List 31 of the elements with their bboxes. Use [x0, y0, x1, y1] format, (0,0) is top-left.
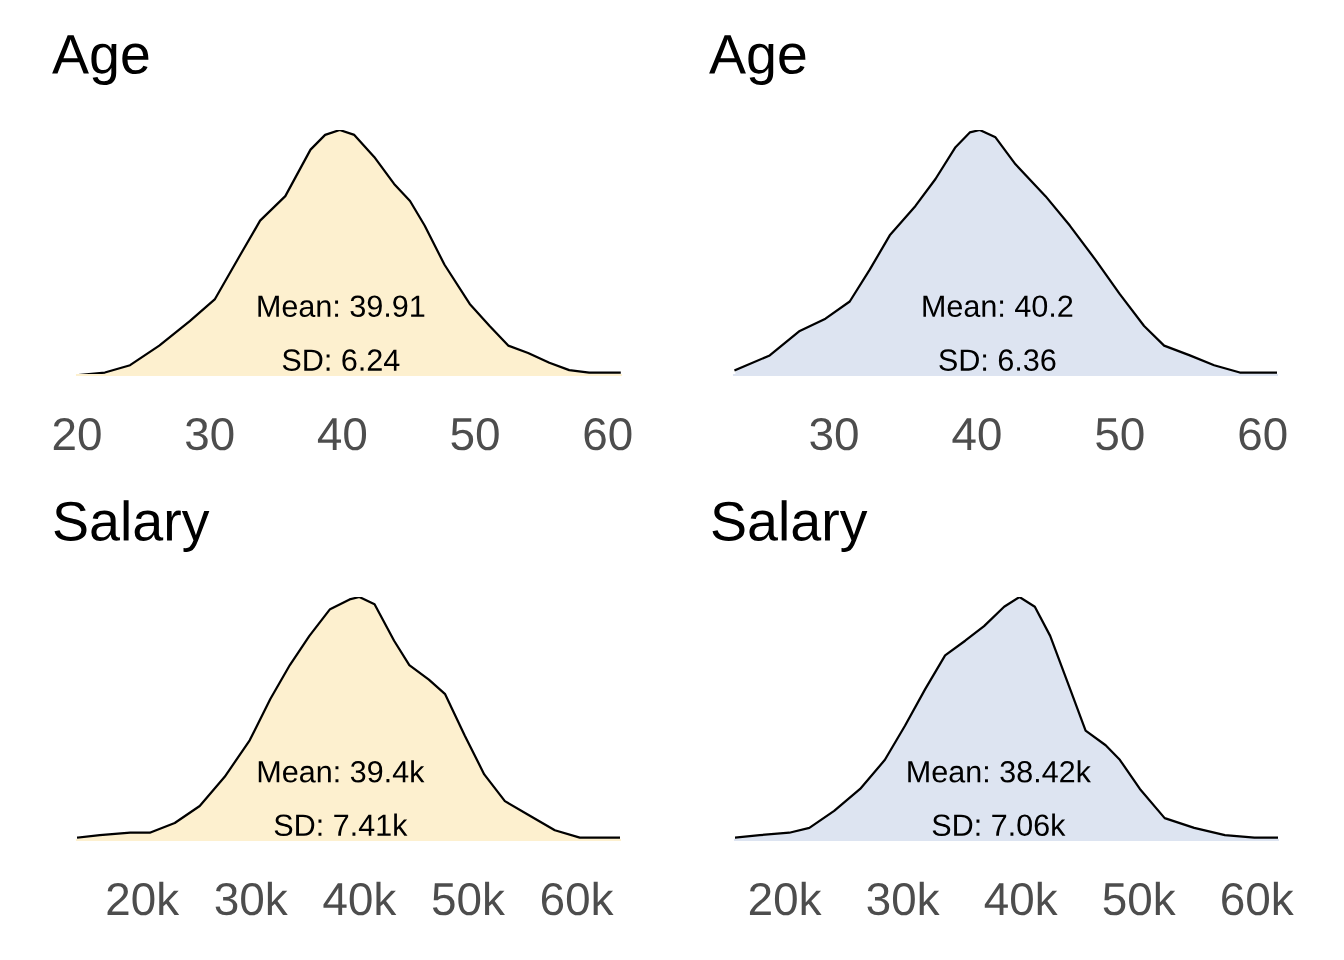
x-tick-label: 50 [451, 417, 499, 451]
annotation: Mean: 40.2 [923, 295, 1073, 318]
annotation: SD: 6.36 [939, 349, 1056, 371]
x-tick-label: 50k [1103, 881, 1176, 916]
annotation: SD: 6.24 [282, 349, 400, 371]
annotation: Mean: 39.91 [258, 295, 425, 318]
x-tick-label: 40k [984, 881, 1058, 916]
x-tick-label: 60k [1222, 881, 1294, 916]
annotation: Mean: 38.42k [908, 760, 1091, 783]
annotation: Mean: 39.4k [258, 760, 425, 783]
x-tick-label: 30k [215, 881, 288, 916]
chart-title: Age [52, 35, 149, 85]
x-tick-label: 30k [867, 881, 940, 916]
x-tick-label: 20k [749, 881, 822, 916]
chart-title: Age [709, 35, 806, 85]
x-tick-label: 40k [323, 881, 397, 916]
x-tick-label: 30 [185, 417, 234, 451]
annotation: SD: 7.41k [274, 813, 408, 837]
x-tick-label: 40 [952, 417, 1001, 451]
x-tick-label: 60 [584, 417, 632, 451]
x-tick-label: 50k [432, 881, 505, 916]
x-tick-label: 60k [541, 881, 614, 916]
x-tick-label: 60 [1239, 417, 1287, 451]
x-tick-label: 20 [53, 417, 101, 451]
x-tick-label: 30 [810, 417, 858, 451]
chart-title: Salary [54, 500, 210, 552]
annotation: SD: 7.06k [932, 813, 1066, 837]
chart-title: Salary [712, 500, 868, 552]
x-tick-label: 50 [1096, 417, 1144, 451]
x-tick-label: 20k [107, 881, 180, 916]
x-tick-label: 40 [317, 417, 367, 451]
